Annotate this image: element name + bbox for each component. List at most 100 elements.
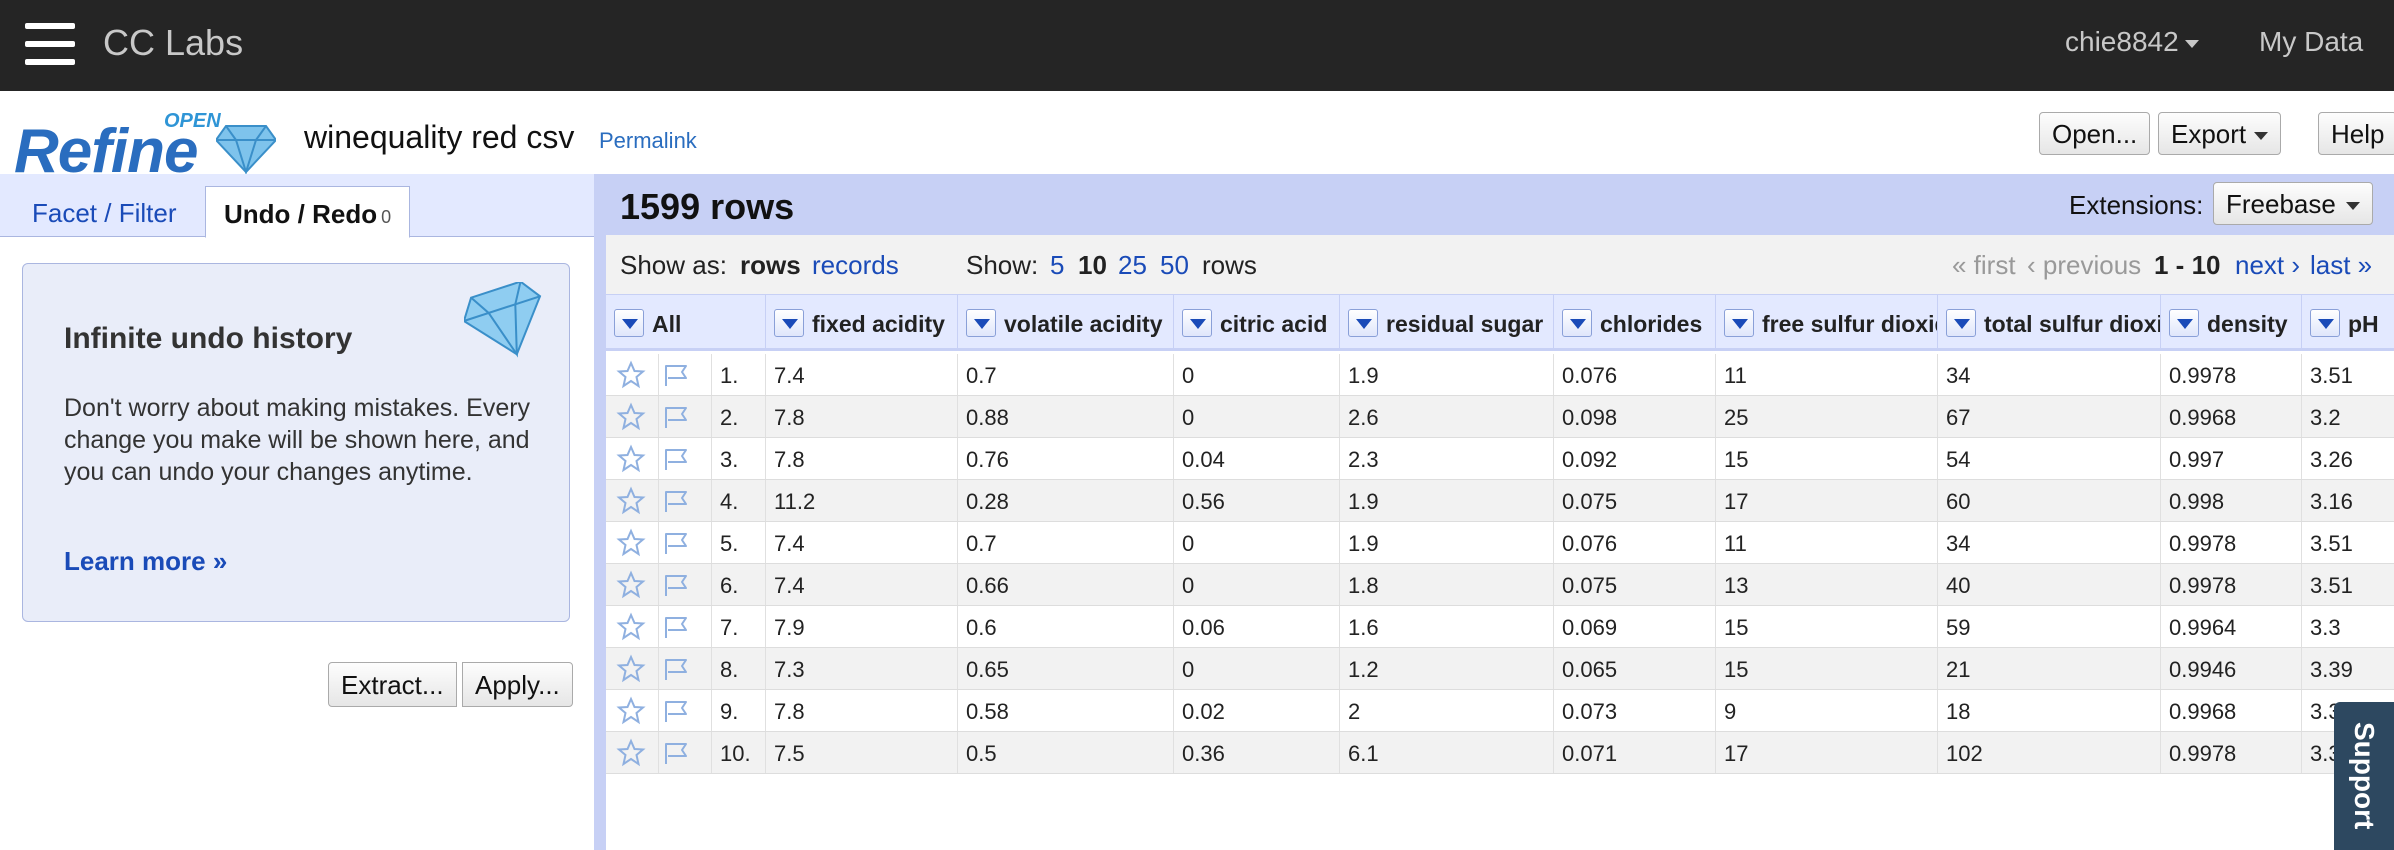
- table-cell[interactable]: 102: [1938, 732, 2161, 773]
- table-cell[interactable]: 7.3: [766, 648, 958, 689]
- table-cell[interactable]: 0.5: [958, 732, 1174, 773]
- column-menu-dropdown[interactable]: [1348, 309, 1378, 337]
- star-icon[interactable]: [616, 570, 646, 606]
- table-cell[interactable]: 0.04: [1174, 438, 1340, 479]
- page-size-5[interactable]: 5: [1050, 250, 1065, 280]
- star-icon[interactable]: [616, 486, 646, 522]
- flag-icon[interactable]: [660, 486, 692, 522]
- table-cell[interactable]: 0: [1174, 564, 1340, 605]
- table-cell[interactable]: 0.076: [1554, 354, 1716, 395]
- table-cell[interactable]: 3.2: [2302, 396, 2394, 437]
- learn-more-link[interactable]: Learn more »: [64, 546, 228, 576]
- show-as-records[interactable]: records: [812, 250, 899, 280]
- table-cell[interactable]: 17: [1716, 732, 1938, 773]
- table-cell[interactable]: 67: [1938, 396, 2161, 437]
- star-icon[interactable]: [616, 654, 646, 690]
- table-cell[interactable]: 0.65: [958, 648, 1174, 689]
- my-data-link[interactable]: My Data: [2259, 26, 2364, 57]
- table-cell[interactable]: 3.39: [2302, 648, 2394, 689]
- flag-icon[interactable]: [660, 570, 692, 606]
- table-cell[interactable]: 0.6: [958, 606, 1174, 647]
- permalink-link[interactable]: Permalink: [599, 128, 697, 153]
- table-cell[interactable]: 0.071: [1554, 732, 1716, 773]
- openrefine-logo[interactable]: OPEN Refine: [14, 110, 276, 186]
- table-cell[interactable]: 0: [1174, 396, 1340, 437]
- table-cell[interactable]: 0.092: [1554, 438, 1716, 479]
- table-cell[interactable]: 34: [1938, 522, 2161, 563]
- table-cell[interactable]: 0.9964: [2161, 606, 2302, 647]
- page-size-50[interactable]: 50: [1160, 250, 1189, 280]
- table-cell[interactable]: 0: [1174, 648, 1340, 689]
- apply-button[interactable]: Apply...: [462, 662, 573, 707]
- table-cell[interactable]: 7.5: [766, 732, 958, 773]
- table-cell[interactable]: 40: [1938, 564, 2161, 605]
- column-menu-dropdown[interactable]: [1724, 309, 1754, 337]
- table-cell[interactable]: 3.51: [2302, 354, 2394, 395]
- table-cell[interactable]: 1.2: [1340, 648, 1554, 689]
- table-cell[interactable]: 7.8: [766, 396, 958, 437]
- table-cell[interactable]: 6.1: [1340, 732, 1554, 773]
- table-cell[interactable]: 11: [1716, 522, 1938, 563]
- table-cell[interactable]: 13: [1716, 564, 1938, 605]
- table-cell[interactable]: 0.7: [958, 522, 1174, 563]
- table-cell[interactable]: 2.3: [1340, 438, 1554, 479]
- star-icon[interactable]: [616, 402, 646, 438]
- table-cell[interactable]: 7.4: [766, 354, 958, 395]
- flag-icon[interactable]: [660, 696, 692, 732]
- table-cell[interactable]: 0.06: [1174, 606, 1340, 647]
- table-cell[interactable]: 0.9978: [2161, 354, 2302, 395]
- support-tab[interactable]: Support: [2334, 702, 2394, 850]
- flag-icon[interactable]: [660, 444, 692, 480]
- table-cell[interactable]: 1.9: [1340, 522, 1554, 563]
- table-cell[interactable]: 7.8: [766, 438, 958, 479]
- user-menu[interactable]: chie8842: [2065, 26, 2199, 58]
- pager-next[interactable]: next ›: [2235, 250, 2301, 280]
- column-menu-dropdown[interactable]: [774, 309, 804, 337]
- table-cell[interactable]: 7.9: [766, 606, 958, 647]
- project-name[interactable]: winequality red csv: [304, 119, 575, 155]
- table-cell[interactable]: 7.4: [766, 564, 958, 605]
- table-cell[interactable]: 25: [1716, 396, 1938, 437]
- pager-first[interactable]: « first: [1952, 250, 2016, 280]
- page-size-25[interactable]: 25: [1118, 250, 1147, 280]
- tab-facet-filter[interactable]: Facet / Filter: [32, 198, 177, 228]
- column-menu-dropdown[interactable]: [614, 309, 644, 337]
- table-cell[interactable]: 0.56: [1174, 480, 1340, 521]
- table-cell[interactable]: 0.36: [1174, 732, 1340, 773]
- table-cell[interactable]: 1.9: [1340, 354, 1554, 395]
- column-menu-dropdown[interactable]: [1562, 309, 1592, 337]
- table-cell[interactable]: 0.76: [958, 438, 1174, 479]
- star-icon[interactable]: [616, 696, 646, 732]
- table-cell[interactable]: 9: [1716, 690, 1938, 731]
- flag-icon[interactable]: [660, 654, 692, 690]
- column-menu-dropdown[interactable]: [966, 309, 996, 337]
- table-cell[interactable]: 0.069: [1554, 606, 1716, 647]
- tab-undo-redo[interactable]: Undo / Redo 0: [205, 186, 411, 238]
- table-cell[interactable]: 21: [1938, 648, 2161, 689]
- flag-icon[interactable]: [660, 738, 692, 774]
- column-menu-dropdown[interactable]: [1946, 309, 1976, 337]
- table-cell[interactable]: 0.58: [958, 690, 1174, 731]
- column-menu-dropdown[interactable]: [2310, 309, 2340, 337]
- table-cell[interactable]: 0.998: [2161, 480, 2302, 521]
- table-cell[interactable]: 59: [1938, 606, 2161, 647]
- table-cell[interactable]: 0.9978: [2161, 564, 2302, 605]
- table-cell[interactable]: 2.6: [1340, 396, 1554, 437]
- table-cell[interactable]: 7.8: [766, 690, 958, 731]
- table-cell[interactable]: 0.9978: [2161, 732, 2302, 773]
- star-icon[interactable]: [616, 360, 646, 396]
- table-cell[interactable]: 0.997: [2161, 438, 2302, 479]
- pager-previous[interactable]: ‹ previous: [2027, 250, 2142, 280]
- panel-divider[interactable]: [594, 174, 606, 850]
- column-menu-dropdown[interactable]: [1182, 309, 1212, 337]
- table-cell[interactable]: 0.098: [1554, 396, 1716, 437]
- table-cell[interactable]: 0: [1174, 522, 1340, 563]
- extract-button[interactable]: Extract...: [328, 662, 457, 707]
- page-size-10[interactable]: 10: [1078, 250, 1107, 280]
- table-cell[interactable]: 7.4: [766, 522, 958, 563]
- table-cell[interactable]: 34: [1938, 354, 2161, 395]
- help-button[interactable]: Help: [2318, 112, 2394, 155]
- table-cell[interactable]: 3.51: [2302, 564, 2394, 605]
- flag-icon[interactable]: [660, 360, 692, 396]
- column-menu-dropdown[interactable]: [2169, 309, 2199, 337]
